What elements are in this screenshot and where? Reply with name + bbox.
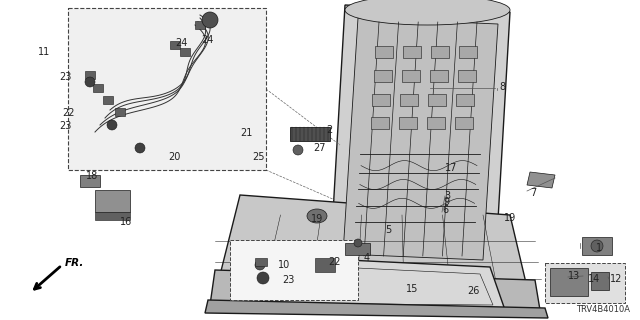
Text: 24: 24 — [175, 38, 188, 48]
Text: 10: 10 — [278, 260, 291, 270]
Bar — [431, 46, 449, 58]
Bar — [255, 258, 267, 266]
Text: 22: 22 — [328, 257, 340, 267]
Text: 8: 8 — [499, 82, 505, 92]
Bar — [103, 96, 113, 104]
Text: 4: 4 — [364, 253, 370, 263]
Text: 23: 23 — [282, 275, 294, 285]
Bar — [180, 48, 190, 56]
Polygon shape — [230, 255, 505, 310]
Text: 3: 3 — [444, 191, 450, 201]
Circle shape — [255, 260, 265, 270]
Text: 6: 6 — [442, 205, 448, 215]
Text: 22: 22 — [62, 108, 74, 118]
Polygon shape — [210, 270, 540, 310]
Text: 20: 20 — [168, 152, 180, 162]
Bar — [403, 46, 421, 58]
Bar — [372, 93, 390, 106]
Bar — [375, 46, 393, 58]
Text: 17: 17 — [445, 163, 458, 173]
Bar — [68, 8, 266, 170]
Bar — [429, 70, 448, 82]
Text: 27: 27 — [313, 143, 326, 153]
Text: 21: 21 — [240, 128, 252, 138]
Bar — [454, 117, 473, 129]
Bar — [427, 117, 445, 129]
Bar — [428, 93, 446, 106]
Text: 23: 23 — [59, 121, 72, 131]
Polygon shape — [330, 5, 510, 272]
Circle shape — [85, 77, 95, 87]
Bar — [290, 127, 330, 141]
Bar — [545, 263, 625, 303]
Ellipse shape — [307, 209, 327, 223]
Text: 26: 26 — [467, 286, 479, 296]
Bar — [458, 70, 476, 82]
Polygon shape — [343, 18, 498, 260]
Bar — [400, 93, 418, 106]
Text: 16: 16 — [120, 217, 132, 227]
Text: FR.: FR. — [65, 258, 84, 268]
Text: 19: 19 — [311, 214, 323, 224]
Bar — [460, 46, 477, 58]
Bar — [374, 70, 392, 82]
Text: 23: 23 — [59, 72, 72, 82]
Text: 1: 1 — [596, 243, 602, 253]
Circle shape — [107, 120, 117, 130]
Circle shape — [293, 145, 303, 155]
Bar — [399, 117, 417, 129]
Text: 9: 9 — [443, 197, 449, 207]
Text: 24: 24 — [201, 35, 213, 45]
Bar — [85, 71, 95, 79]
Text: 19: 19 — [504, 213, 516, 223]
Text: 18: 18 — [86, 171, 99, 181]
Text: 5: 5 — [385, 225, 391, 235]
Bar — [95, 212, 130, 220]
Ellipse shape — [345, 0, 510, 25]
Bar — [582, 237, 612, 255]
Bar — [402, 70, 420, 82]
Bar — [230, 240, 358, 300]
Bar — [95, 190, 130, 212]
Bar — [93, 84, 103, 92]
Circle shape — [257, 272, 269, 284]
Bar — [456, 93, 474, 106]
Circle shape — [135, 143, 145, 153]
Text: 14: 14 — [588, 274, 600, 284]
Circle shape — [202, 12, 218, 28]
Bar — [550, 268, 588, 296]
Bar — [80, 175, 100, 187]
Bar — [170, 41, 180, 49]
Text: TRV4B4010A: TRV4B4010A — [576, 305, 630, 314]
Text: 2: 2 — [326, 125, 332, 135]
Bar — [371, 117, 388, 129]
Text: 25: 25 — [252, 152, 264, 162]
Text: 7: 7 — [530, 188, 536, 198]
Bar — [195, 21, 205, 29]
Bar — [591, 272, 609, 290]
Text: 13: 13 — [568, 271, 580, 281]
Text: 12: 12 — [610, 274, 622, 284]
Polygon shape — [205, 300, 548, 318]
Bar — [315, 258, 335, 272]
Bar — [115, 108, 125, 116]
Circle shape — [354, 239, 362, 247]
Bar — [345, 243, 370, 255]
Polygon shape — [215, 195, 530, 300]
Circle shape — [591, 240, 603, 252]
Text: 15: 15 — [406, 284, 418, 294]
Polygon shape — [527, 172, 555, 188]
Text: 11: 11 — [38, 47, 51, 57]
